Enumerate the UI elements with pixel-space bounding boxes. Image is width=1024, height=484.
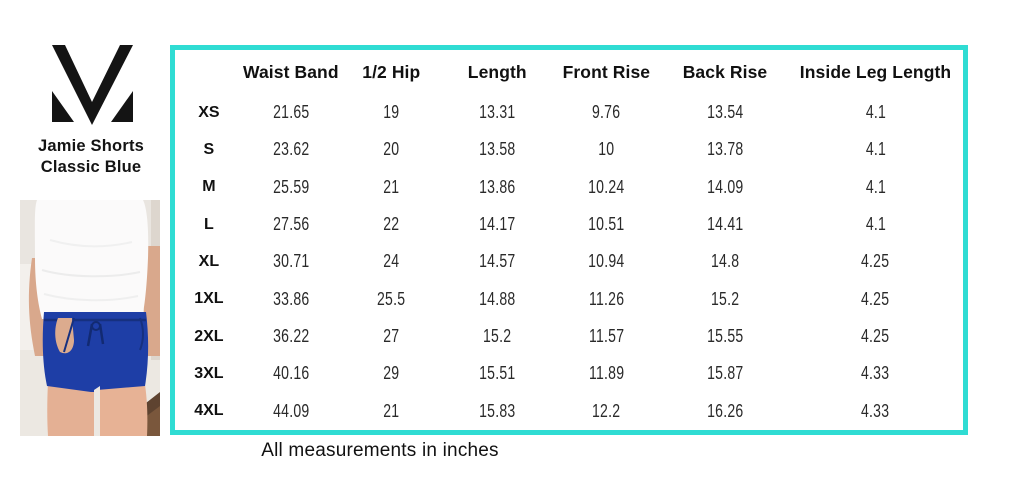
size-label: M bbox=[202, 178, 216, 196]
column-header: Length bbox=[467, 61, 527, 82]
measurement-cell: 29 bbox=[383, 363, 400, 384]
measurement-cell: 15.55 bbox=[706, 326, 744, 347]
measurement-cell: 15.51 bbox=[479, 363, 516, 384]
size-row: 1XL 33.86 25.5 14.88 11.26 15.2 4.25 bbox=[175, 281, 963, 318]
measurement-cell: 4.1 bbox=[865, 214, 886, 235]
measurement-cell: 13.31 bbox=[479, 102, 516, 123]
measurement-cell: 10.51 bbox=[588, 214, 625, 235]
measurement-cell: 12.2 bbox=[592, 400, 621, 421]
measurement-cell: 21.65 bbox=[272, 102, 309, 123]
measurement-cell: 11.26 bbox=[588, 288, 625, 309]
measurement-cell: 13.78 bbox=[706, 139, 744, 160]
size-label: 4XL bbox=[194, 402, 224, 420]
measurement-cell: 27.56 bbox=[272, 214, 309, 235]
measurement-cell: 10 bbox=[598, 139, 615, 160]
measurement-cell: 13.86 bbox=[479, 176, 516, 197]
product-title-line1: Jamie Shorts bbox=[37, 137, 145, 155]
size-chart-frame: Waist Band 1/2 Hip Length Front Rise Back Ri… bbox=[170, 45, 968, 435]
measurement-cell: 14.57 bbox=[479, 251, 516, 272]
size-row: L 27.56 22 14.17 10.51 14.41 4.1 bbox=[175, 206, 963, 243]
column-header: Front Rise bbox=[562, 61, 651, 82]
size-label: 2XL bbox=[194, 327, 224, 345]
column-header: Inside Leg Length bbox=[799, 61, 952, 82]
size-label: 1XL bbox=[194, 290, 224, 308]
measurements-footnote: All measurements in inches bbox=[261, 440, 499, 461]
measurement-cell: 13.58 bbox=[479, 139, 516, 160]
product-photo bbox=[20, 200, 160, 436]
measurement-cell: 14.88 bbox=[479, 288, 516, 309]
column-header: 1/2 Hip bbox=[362, 61, 421, 82]
measurement-cell: 4.33 bbox=[861, 363, 890, 384]
size-chart-table: Waist Band 1/2 Hip Length Front Rise Back Ri… bbox=[175, 50, 963, 430]
size-row: 2XL 36.22 27 15.2 11.57 15.55 4.25 bbox=[175, 318, 963, 355]
measurement-cell: 15.2 bbox=[483, 326, 512, 347]
size-row: M 25.59 21 13.86 10.24 14.09 4.1 bbox=[175, 169, 963, 206]
measurement-cell: 20 bbox=[383, 139, 400, 160]
measurement-cell: 4.1 bbox=[865, 102, 886, 123]
column-header: Back Rise bbox=[682, 61, 768, 82]
size-label: XL bbox=[198, 252, 220, 270]
measurement-cell: 14.8 bbox=[710, 251, 740, 272]
column-header: Waist Band bbox=[243, 61, 339, 82]
measurement-cell: 14.17 bbox=[479, 214, 516, 235]
measurement-cell: 21 bbox=[383, 400, 400, 421]
measurement-cell: 27 bbox=[383, 326, 400, 347]
measurement-cell: 22 bbox=[383, 214, 400, 235]
measurement-cell: 4.25 bbox=[861, 326, 890, 347]
measurement-cell: 23.62 bbox=[272, 139, 309, 160]
measurement-cell: 33.86 bbox=[272, 288, 309, 309]
size-row: 3XL 40.16 29 15.51 11.89 15.87 4.33 bbox=[175, 355, 963, 392]
size-label: XS bbox=[198, 103, 220, 121]
mv-monogram-logo-icon bbox=[52, 45, 133, 125]
measurement-cell: 21 bbox=[383, 176, 400, 197]
measurement-cell: 44.09 bbox=[272, 400, 309, 421]
measurement-cell: 36.22 bbox=[272, 326, 309, 347]
measurement-cell: 30.71 bbox=[272, 251, 309, 272]
measurement-cell: 15.2 bbox=[710, 288, 740, 309]
size-label: S bbox=[203, 140, 215, 158]
measurement-cell: 10.94 bbox=[588, 251, 625, 272]
size-row: 4XL 44.09 21 15.83 12.2 16.26 4.33 bbox=[175, 393, 963, 430]
size-row: XL 30.71 24 14.57 10.94 14.8 4.25 bbox=[175, 243, 963, 280]
measurement-cell: 4.1 bbox=[865, 176, 886, 197]
measurement-cell: 14.41 bbox=[706, 214, 744, 235]
corner-cell bbox=[175, 50, 243, 94]
product-photo-art bbox=[20, 200, 160, 436]
measurement-cell: 4.25 bbox=[861, 288, 890, 309]
measurement-cell: 40.16 bbox=[272, 363, 309, 384]
size-row: XS 21.65 19 13.31 9.76 13.54 4.1 bbox=[175, 94, 963, 131]
product-title: Jamie Shorts Classic Blue bbox=[0, 136, 182, 177]
measurement-cell: 15.83 bbox=[479, 400, 516, 421]
product-title-line2: Classic Blue bbox=[40, 157, 142, 176]
measurement-cell: 13.54 bbox=[706, 102, 744, 123]
measurement-cell: 11.57 bbox=[588, 326, 625, 347]
measurement-cell: 24 bbox=[383, 251, 400, 272]
measurement-cell: 4.1 bbox=[865, 139, 886, 160]
size-label: L bbox=[203, 215, 214, 233]
measurement-cell: 14.09 bbox=[706, 176, 744, 197]
measurement-cell: 4.33 bbox=[861, 400, 890, 421]
measurement-cell: 15.87 bbox=[706, 363, 744, 384]
measurement-cell: 9.76 bbox=[592, 102, 621, 123]
measurement-cell: 25.59 bbox=[272, 176, 309, 197]
measurement-cell: 11.89 bbox=[588, 363, 625, 384]
size-row: S 23.62 20 13.58 10 13.78 4.1 bbox=[175, 131, 963, 168]
measurement-cell: 16.26 bbox=[706, 400, 744, 421]
size-label: 3XL bbox=[194, 364, 224, 382]
measurement-cell: 4.25 bbox=[861, 251, 890, 272]
header-row: Waist Band 1/2 Hip Length Front Rise Back Ri… bbox=[175, 50, 963, 94]
measurement-cell: 19 bbox=[383, 102, 400, 123]
measurement-cell: 25.5 bbox=[377, 288, 406, 309]
measurement-cell: 10.24 bbox=[588, 176, 625, 197]
